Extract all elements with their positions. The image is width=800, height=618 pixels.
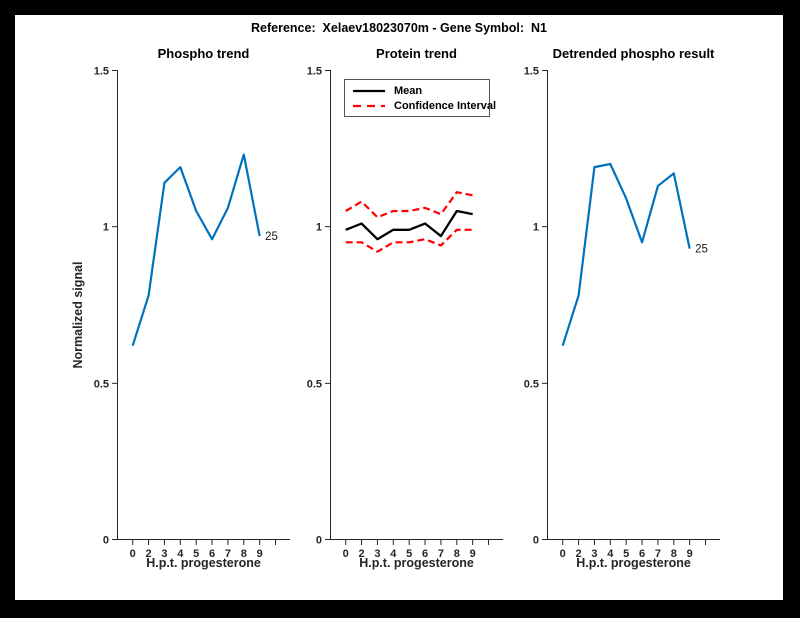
detrended-phospho-chart: 00.511.50 2 3 4 5 6 7 8 925 <box>524 66 720 560</box>
svg-text:4: 4 <box>390 548 397 560</box>
x-axis-label-protein: H.p.t. progesterone <box>359 556 474 570</box>
legend: Mean Confidence Interval <box>344 79 496 117</box>
svg-text:0.5: 0.5 <box>524 378 539 390</box>
x-axis-label-detrended: H.p.t. progesterone <box>576 556 691 570</box>
legend-line-swatch <box>353 103 385 109</box>
svg-text:7: 7 <box>225 548 231 560</box>
svg-text:4: 4 <box>177 548 184 560</box>
legend-entry-mean: Mean <box>345 83 489 98</box>
svg-text:0: 0 <box>560 548 566 560</box>
svg-text:6: 6 <box>422 548 428 560</box>
legend-entry-confidence-interval: Confidence Interval <box>345 98 496 113</box>
svg-text:2: 2 <box>576 548 582 560</box>
svg-text:4: 4 <box>607 548 614 560</box>
y-axis-label: Normalized signal <box>71 261 85 369</box>
svg-text:1: 1 <box>103 222 109 234</box>
svg-text:0: 0 <box>130 548 136 560</box>
svg-text:0: 0 <box>103 535 109 547</box>
svg-text:9: 9 <box>470 548 476 560</box>
svg-text:1.5: 1.5 <box>307 66 322 78</box>
x-axis-label-phospho: H.p.t. progesterone <box>146 556 261 570</box>
legend-line-swatch <box>353 88 385 94</box>
plot-title-protein: Protein trend <box>376 46 457 61</box>
svg-text:8: 8 <box>241 548 247 560</box>
svg-text:1: 1 <box>316 222 322 234</box>
svg-text:7: 7 <box>655 548 661 560</box>
svg-text:6: 6 <box>639 548 645 560</box>
figure-title: Reference: Xelaev18023070m - Gene Symbol… <box>251 21 547 35</box>
svg-text:5: 5 <box>623 548 629 560</box>
svg-text:0.5: 0.5 <box>307 378 322 390</box>
svg-text:8: 8 <box>671 548 677 560</box>
svg-text:9: 9 <box>687 548 693 560</box>
subplot-phospho-trend: Phospho trend Normalized signal 0 0.5 1 1.5… <box>71 46 290 570</box>
svg-text:0: 0 <box>343 548 349 560</box>
svg-text:3: 3 <box>591 548 597 560</box>
protein-trend-chart: 00.511.50 2 3 4 5 6 7 8 9 <box>307 66 503 560</box>
figure-paper: Reference: Xelaev18023070m - Gene Symbol… <box>15 15 783 600</box>
svg-text:8: 8 <box>454 548 460 560</box>
svg-text:1.5: 1.5 <box>94 66 109 78</box>
phospho-trend-chart: 00.511.50 2 3 4 5 6 7 8 925 <box>94 66 290 560</box>
svg-text:6: 6 <box>209 548 215 560</box>
svg-text:7: 7 <box>438 548 444 560</box>
svg-text:5: 5 <box>193 548 199 560</box>
svg-text:25: 25 <box>695 244 708 256</box>
plot-title-phospho: Phospho trend <box>157 46 250 61</box>
svg-text:1: 1 <box>533 222 539 234</box>
svg-text:25: 25 <box>265 231 278 243</box>
svg-text:3: 3 <box>161 548 167 560</box>
svg-text:5: 5 <box>406 548 412 560</box>
subplot-detrended-phospho: Detrended phospho result 0 0.5 1 1.5 0 2 3 4 5 6 7… <box>524 46 720 570</box>
svg-text:0.5: 0.5 <box>94 378 109 390</box>
plot-title-detrended: Detrended phospho result <box>552 46 715 61</box>
subplot-protein-trend: Protein trend 0 0.5 1 1.5 0 2 3 4 5 6 7 8 9 Mean Conf… <box>307 46 503 570</box>
legend-label: Confidence Interval <box>394 99 497 112</box>
svg-text:2: 2 <box>359 548 365 560</box>
svg-text:1.5: 1.5 <box>524 66 539 78</box>
svg-text:9: 9 <box>257 548 263 560</box>
svg-text:0: 0 <box>533 535 539 547</box>
svg-text:0: 0 <box>316 535 322 547</box>
svg-text:3: 3 <box>374 548 380 560</box>
legend-label: Mean <box>394 84 423 97</box>
svg-text:2: 2 <box>146 548 152 560</box>
